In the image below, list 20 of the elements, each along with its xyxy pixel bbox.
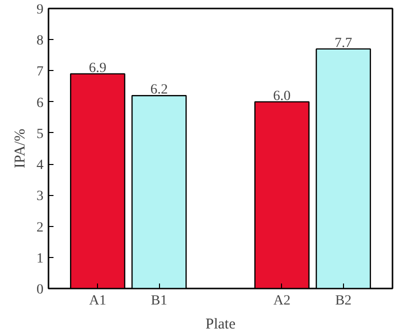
data-label: 6.0 [273, 88, 291, 104]
y-tick-label: 5 [36, 126, 44, 142]
y-tick-label: 0 [36, 282, 44, 298]
y-tick-label: 9 [36, 2, 44, 18]
data-label: 6.9 [88, 60, 106, 76]
y-tick-label: 4 [36, 158, 44, 174]
y-tick-label: 6 [36, 96, 44, 111]
x-tick-label: A1 [89, 294, 106, 308]
x-tick-label: A2 [273, 294, 290, 308]
x-tick-label: B1 [150, 294, 168, 308]
data-label: 6.2 [150, 82, 168, 98]
y-tick-label: 2 [36, 220, 44, 236]
y-tick-label: 8 [36, 34, 44, 49]
y-axis-title: IPA/% [12, 128, 28, 168]
y-tick-label: 1 [36, 251, 44, 266]
x-axis-title: Plate [206, 316, 236, 332]
y-tick-label: 7 [36, 64, 44, 80]
x-tick-label: B2 [335, 294, 352, 308]
y-tick-label: 3 [36, 189, 44, 204]
data-label: 7.7 [334, 36, 352, 51]
